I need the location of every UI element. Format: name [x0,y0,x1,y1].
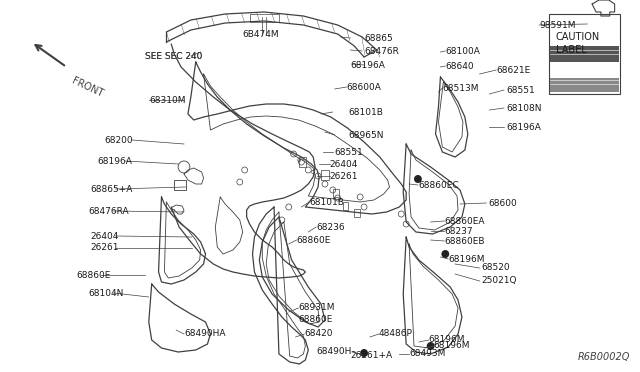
Text: 26261+A: 26261+A [350,350,392,359]
Text: 25021Q: 25021Q [481,276,517,285]
Text: 68196M: 68196M [433,341,470,350]
Circle shape [414,175,422,183]
Text: 68476R: 68476R [364,46,399,55]
Bar [342,202,348,210]
Bar [298,157,307,167]
Text: 26404: 26404 [330,160,358,169]
Text: 26404: 26404 [90,231,118,241]
Text: 68101B: 68101B [309,198,344,206]
Bar [333,189,339,197]
Text: 68860E: 68860E [298,315,333,324]
Text: 68101B: 68101B [348,108,383,116]
Text: 68965N: 68965N [348,131,384,140]
Bar [174,180,186,190]
Bar [321,170,329,180]
Text: 26261: 26261 [330,171,358,180]
Text: 68600: 68600 [488,199,517,208]
Text: 68640: 68640 [445,61,474,71]
Text: 68236: 68236 [316,222,345,231]
Text: R6B0002Q: R6B0002Q [577,352,630,362]
Text: CAUTION: CAUTION [556,32,600,42]
Text: 68860E: 68860E [76,270,111,279]
Bar [250,14,279,22]
Bar [355,209,360,217]
Text: 68196M: 68196M [448,254,484,263]
Text: LABEL: LABEL [556,45,587,55]
Bar [550,78,618,92]
Text: 68100A: 68100A [445,46,480,55]
Text: 68493M: 68493M [409,350,445,359]
Text: 68600A: 68600A [346,83,381,92]
Text: SEE SEC 240: SEE SEC 240 [145,51,202,61]
Text: 68520: 68520 [481,263,510,273]
Text: FRONT: FRONT [70,76,105,99]
Text: 68490H: 68490H [316,346,351,356]
Text: 68621E: 68621E [496,65,531,74]
Bar [549,14,620,94]
Text: 68237: 68237 [444,227,473,235]
Text: SEE SEC 240: SEE SEC 240 [145,51,202,61]
Text: 68860EB: 68860EB [444,237,485,246]
Text: 6B474M: 6B474M [243,29,279,38]
Text: 48486P: 48486P [379,330,413,339]
Text: 26261: 26261 [90,244,118,253]
Text: 68490HA: 68490HA [184,330,225,339]
Bar [550,46,618,62]
Text: 68551: 68551 [506,86,535,94]
Text: 68551: 68551 [335,148,364,157]
Text: 68513M: 68513M [442,83,479,93]
Text: 68196A: 68196A [350,61,385,70]
Text: 68104N: 68104N [88,289,124,298]
Text: 68865+A: 68865+A [90,185,132,193]
Text: 68108N: 68108N [506,103,541,112]
Text: o: o [311,169,316,175]
Circle shape [442,250,449,258]
Text: 68196A: 68196A [98,157,132,166]
Text: 68476RA: 68476RA [88,206,129,215]
Text: 68420: 68420 [305,330,333,339]
Text: 68931M: 68931M [298,304,335,312]
Circle shape [360,349,368,357]
Text: 68200: 68200 [105,135,133,144]
Text: 68196A: 68196A [506,122,541,131]
Text: o: o [296,157,301,163]
Text: 98591M: 98591M [540,20,576,29]
Text: 68196M: 68196M [429,336,465,344]
Text: 68860EC: 68860EC [418,180,458,189]
Text: 68865: 68865 [364,33,393,42]
Text: 68860E: 68860E [296,235,331,244]
Text: 68860EA: 68860EA [444,217,485,225]
Circle shape [427,342,435,350]
Text: 68310M: 68310M [150,96,186,105]
